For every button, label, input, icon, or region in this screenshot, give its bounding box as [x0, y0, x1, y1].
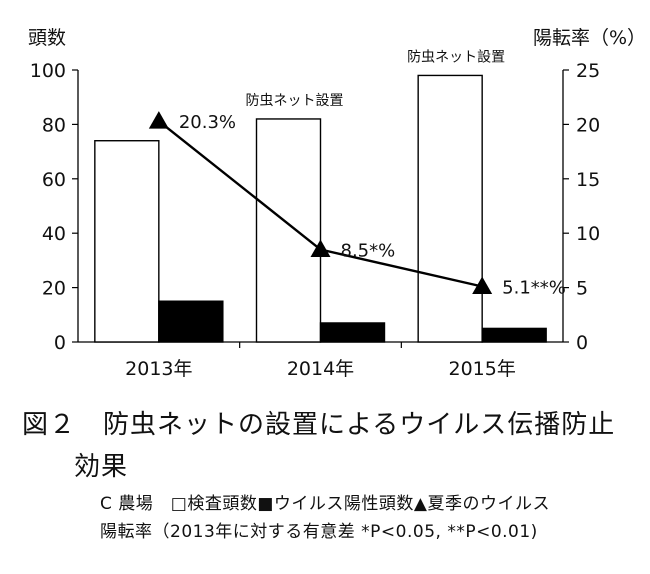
y-tick-label: 60: [42, 169, 66, 191]
y2-tick-label: 20: [576, 114, 600, 136]
chart-canvas: 頭数 陽転率（%） 0 20 40 60 80 100 0 5 10 15 20 25 2013年 201…: [28, 27, 646, 380]
y-tick-label: 0: [54, 332, 66, 354]
y2-tick-label: 0: [576, 332, 588, 354]
y-tick-label: 100: [30, 60, 66, 82]
figure-caption-note: C 農場 □検査頭数■ウイルス陽性頭数▲夏季のウイルス 陽転率（2013年に対す…: [100, 490, 550, 546]
annotation-net-installed: 防虫ネット設置: [246, 93, 344, 109]
bar-positive-count: [319, 322, 386, 343]
seroconversion-marker: [148, 111, 169, 129]
caption-title-line1: 図２ 防虫ネットの設置によるウイルス伝播防止: [22, 410, 616, 440]
y-tick-label: 80: [42, 114, 66, 136]
plot-area: 0 20 40 60 80 100 0 5 10 15 20 25 2013年 2014年 2015年 防虫ネ…: [30, 49, 600, 380]
annotation-net-installed: 防虫ネット設置: [407, 49, 505, 65]
bar-inspected-count: [94, 140, 160, 343]
y-tick-label: 20: [42, 278, 66, 300]
y-tick-label: 40: [42, 223, 66, 245]
bar-inspected-count: [417, 74, 483, 343]
x-tick-label: 2013年: [125, 358, 192, 380]
y2-tick-label: 25: [576, 60, 600, 82]
bar-inspected-count: [255, 118, 322, 343]
bar-positive-count: [481, 327, 547, 343]
figure-caption-title: 図２ 防虫ネットの設置によるウイルス伝播防止 効果: [22, 404, 615, 488]
y-axis-title: 頭数: [28, 27, 66, 49]
caption-note-line2: 陽転率（2013年に対する有意差 *P<0.05, **P<0.01): [100, 522, 538, 542]
seroconversion-data-label: 5.1**%: [502, 278, 566, 299]
seroconversion-data-label: 8.5*%: [341, 241, 396, 262]
bar-positive-count: [158, 300, 224, 343]
y2-axis-title: 陽転率（%）: [533, 27, 646, 49]
y2-tick-label: 15: [576, 169, 600, 191]
x-tick-label: 2015年: [448, 358, 515, 380]
y2-tick-label: 10: [576, 223, 600, 245]
y2-tick-label: 5: [576, 278, 588, 300]
caption-title-line2: 効果: [74, 452, 129, 482]
seroconversion-marker: [310, 239, 331, 258]
seroconversion-marker: [472, 276, 493, 295]
caption-note-line1: C 農場 □検査頭数■ウイルス陽性頭数▲夏季のウイルス: [100, 494, 550, 514]
seroconversion-data-label: 20.3%: [179, 112, 236, 133]
x-tick-label: 2014年: [287, 358, 354, 380]
